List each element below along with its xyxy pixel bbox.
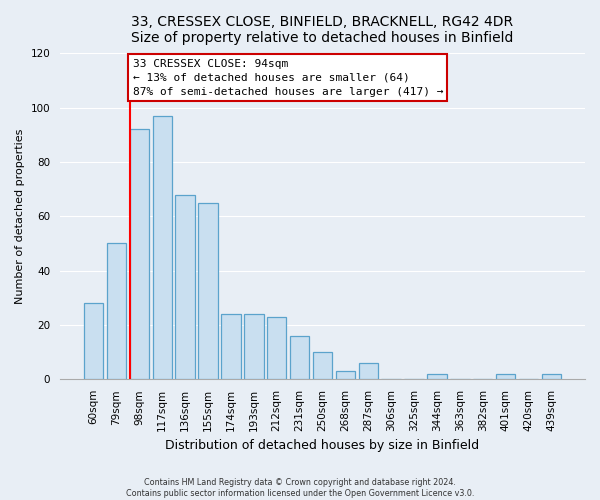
Bar [359, 363, 378, 380]
Bar [221, 314, 241, 380]
Bar [335, 371, 355, 380]
Bar [427, 374, 446, 380]
X-axis label: Distribution of detached houses by size in Binfield: Distribution of detached houses by size … [166, 440, 479, 452]
Title: 33, CRESSEX CLOSE, BINFIELD, BRACKNELL, RG42 4DR
Size of property relative to de: 33, CRESSEX CLOSE, BINFIELD, BRACKNELL, … [131, 15, 514, 45]
Bar [313, 352, 332, 380]
Bar [496, 374, 515, 380]
Bar [107, 244, 126, 380]
Bar [152, 116, 172, 380]
Text: Contains HM Land Registry data © Crown copyright and database right 2024.
Contai: Contains HM Land Registry data © Crown c… [126, 478, 474, 498]
Bar [130, 130, 149, 380]
Bar [175, 194, 195, 380]
Bar [542, 374, 561, 380]
Bar [290, 336, 310, 380]
Bar [199, 202, 218, 380]
Bar [244, 314, 263, 380]
Y-axis label: Number of detached properties: Number of detached properties [15, 128, 25, 304]
Text: 33 CRESSEX CLOSE: 94sqm
← 13% of detached houses are smaller (64)
87% of semi-de: 33 CRESSEX CLOSE: 94sqm ← 13% of detache… [133, 58, 443, 96]
Bar [267, 317, 286, 380]
Bar [84, 304, 103, 380]
